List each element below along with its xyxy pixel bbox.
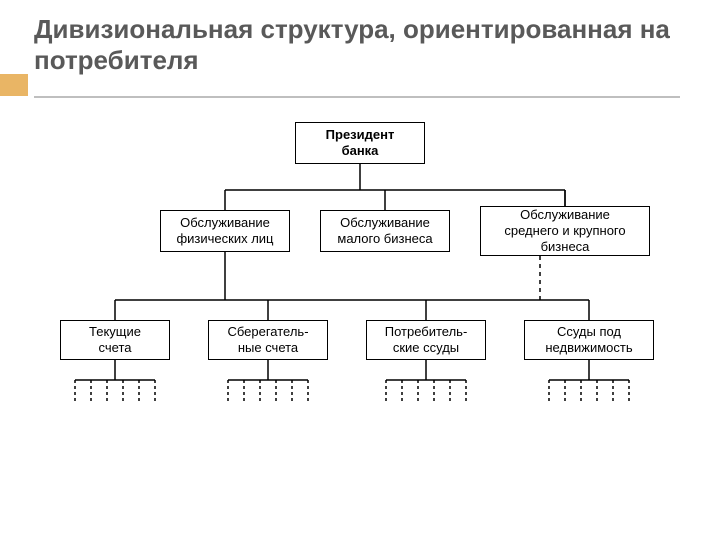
node-label: Президентбанка: [326, 127, 395, 160]
node-l2b: Сберегатель-ные счета: [208, 320, 328, 360]
org-chart: Президентбанка Обслуживаниефизических лиц…: [0, 110, 720, 530]
node-label: Ссуды поднедвижимость: [545, 324, 632, 357]
node-label: Обслуживаниефизических лиц: [176, 215, 273, 248]
title-underline: [34, 96, 680, 98]
node-label: Сберегатель-ные счета: [227, 324, 308, 357]
node-label: Обслуживаниемалого бизнеса: [337, 215, 432, 248]
node-l2d: Ссуды поднедвижимость: [524, 320, 654, 360]
node-l1b: Обслуживаниемалого бизнеса: [320, 210, 450, 252]
node-root: Президентбанка: [295, 122, 425, 164]
node-label: Текущиесчета: [89, 324, 141, 357]
accent-bar: [0, 74, 28, 96]
node-label: Обслуживаниесреднего и крупногобизнеса: [504, 207, 625, 256]
node-l1a: Обслуживаниефизических лиц: [160, 210, 290, 252]
page-title: Дивизиональная структура, ориентированна…: [34, 14, 680, 76]
node-label: Потребитель-ские ссуды: [385, 324, 468, 357]
node-l1c: Обслуживаниесреднего и крупногобизнеса: [480, 206, 650, 256]
node-l2a: Текущиесчета: [60, 320, 170, 360]
node-l2c: Потребитель-ские ссуды: [366, 320, 486, 360]
